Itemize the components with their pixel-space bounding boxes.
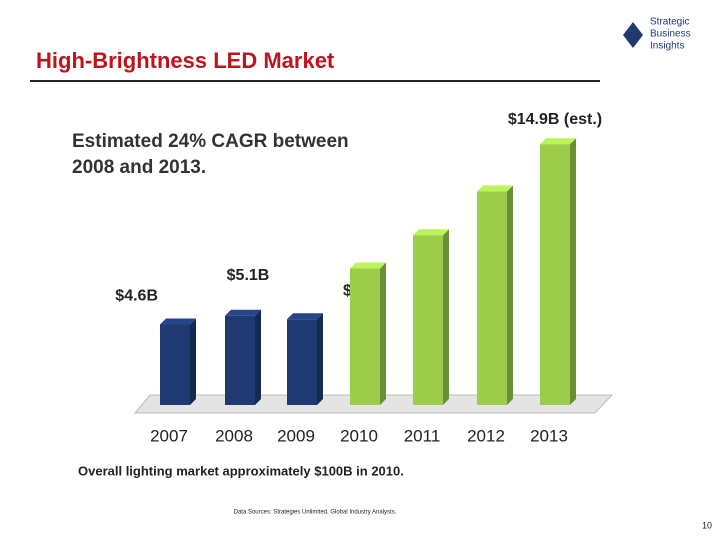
bar-side bbox=[380, 262, 386, 405]
x-tick-label: 2010 bbox=[340, 426, 378, 445]
logo: Strategic Business Insights bbox=[623, 17, 691, 52]
bar-side bbox=[507, 185, 513, 405]
logo-text: Strategic bbox=[650, 17, 689, 28]
bar bbox=[160, 324, 190, 405]
bar-side bbox=[317, 313, 323, 405]
bar-top bbox=[160, 318, 196, 325]
x-tick-label: 2012 bbox=[467, 426, 505, 445]
bar-side bbox=[570, 138, 576, 405]
value-label: $4.6B bbox=[115, 288, 158, 305]
bar-top bbox=[413, 229, 449, 236]
note: Overall lighting market approximately $1… bbox=[78, 463, 404, 478]
bar bbox=[540, 144, 570, 405]
annotation: Estimated 24% CAGR between bbox=[72, 131, 349, 152]
slide-title: High-Brightness LED Market bbox=[36, 48, 335, 73]
logo-mark bbox=[623, 22, 643, 48]
bar-top bbox=[350, 262, 386, 269]
bar bbox=[287, 319, 317, 405]
bar-top bbox=[540, 138, 576, 145]
bar bbox=[350, 268, 380, 405]
value-label: $14.9B (est.) bbox=[508, 111, 602, 128]
bar bbox=[225, 315, 255, 405]
x-tick-label: 2007 bbox=[150, 426, 188, 445]
value-label: $5.1B bbox=[227, 267, 270, 284]
bar-side bbox=[255, 309, 261, 405]
annotation: 2008 and 2013. bbox=[72, 157, 206, 178]
x-tick-label: 2011 bbox=[404, 426, 441, 445]
source: Data Sources: Strategies Unlimited, Glob… bbox=[234, 510, 397, 516]
page-number: 10 bbox=[702, 520, 712, 530]
bar-side bbox=[190, 318, 196, 405]
x-tick-label: 2009 bbox=[277, 426, 315, 445]
bar-top bbox=[225, 309, 261, 316]
bar bbox=[477, 191, 507, 405]
bar-side bbox=[443, 229, 449, 405]
x-tick-label: 2008 bbox=[215, 426, 253, 445]
logo-text: Business bbox=[650, 29, 691, 40]
logo-text: Insights bbox=[650, 41, 684, 52]
x-tick-label: 2013 bbox=[530, 426, 568, 445]
bar-top bbox=[477, 185, 513, 192]
bar bbox=[413, 235, 443, 405]
bar-top bbox=[287, 313, 323, 320]
